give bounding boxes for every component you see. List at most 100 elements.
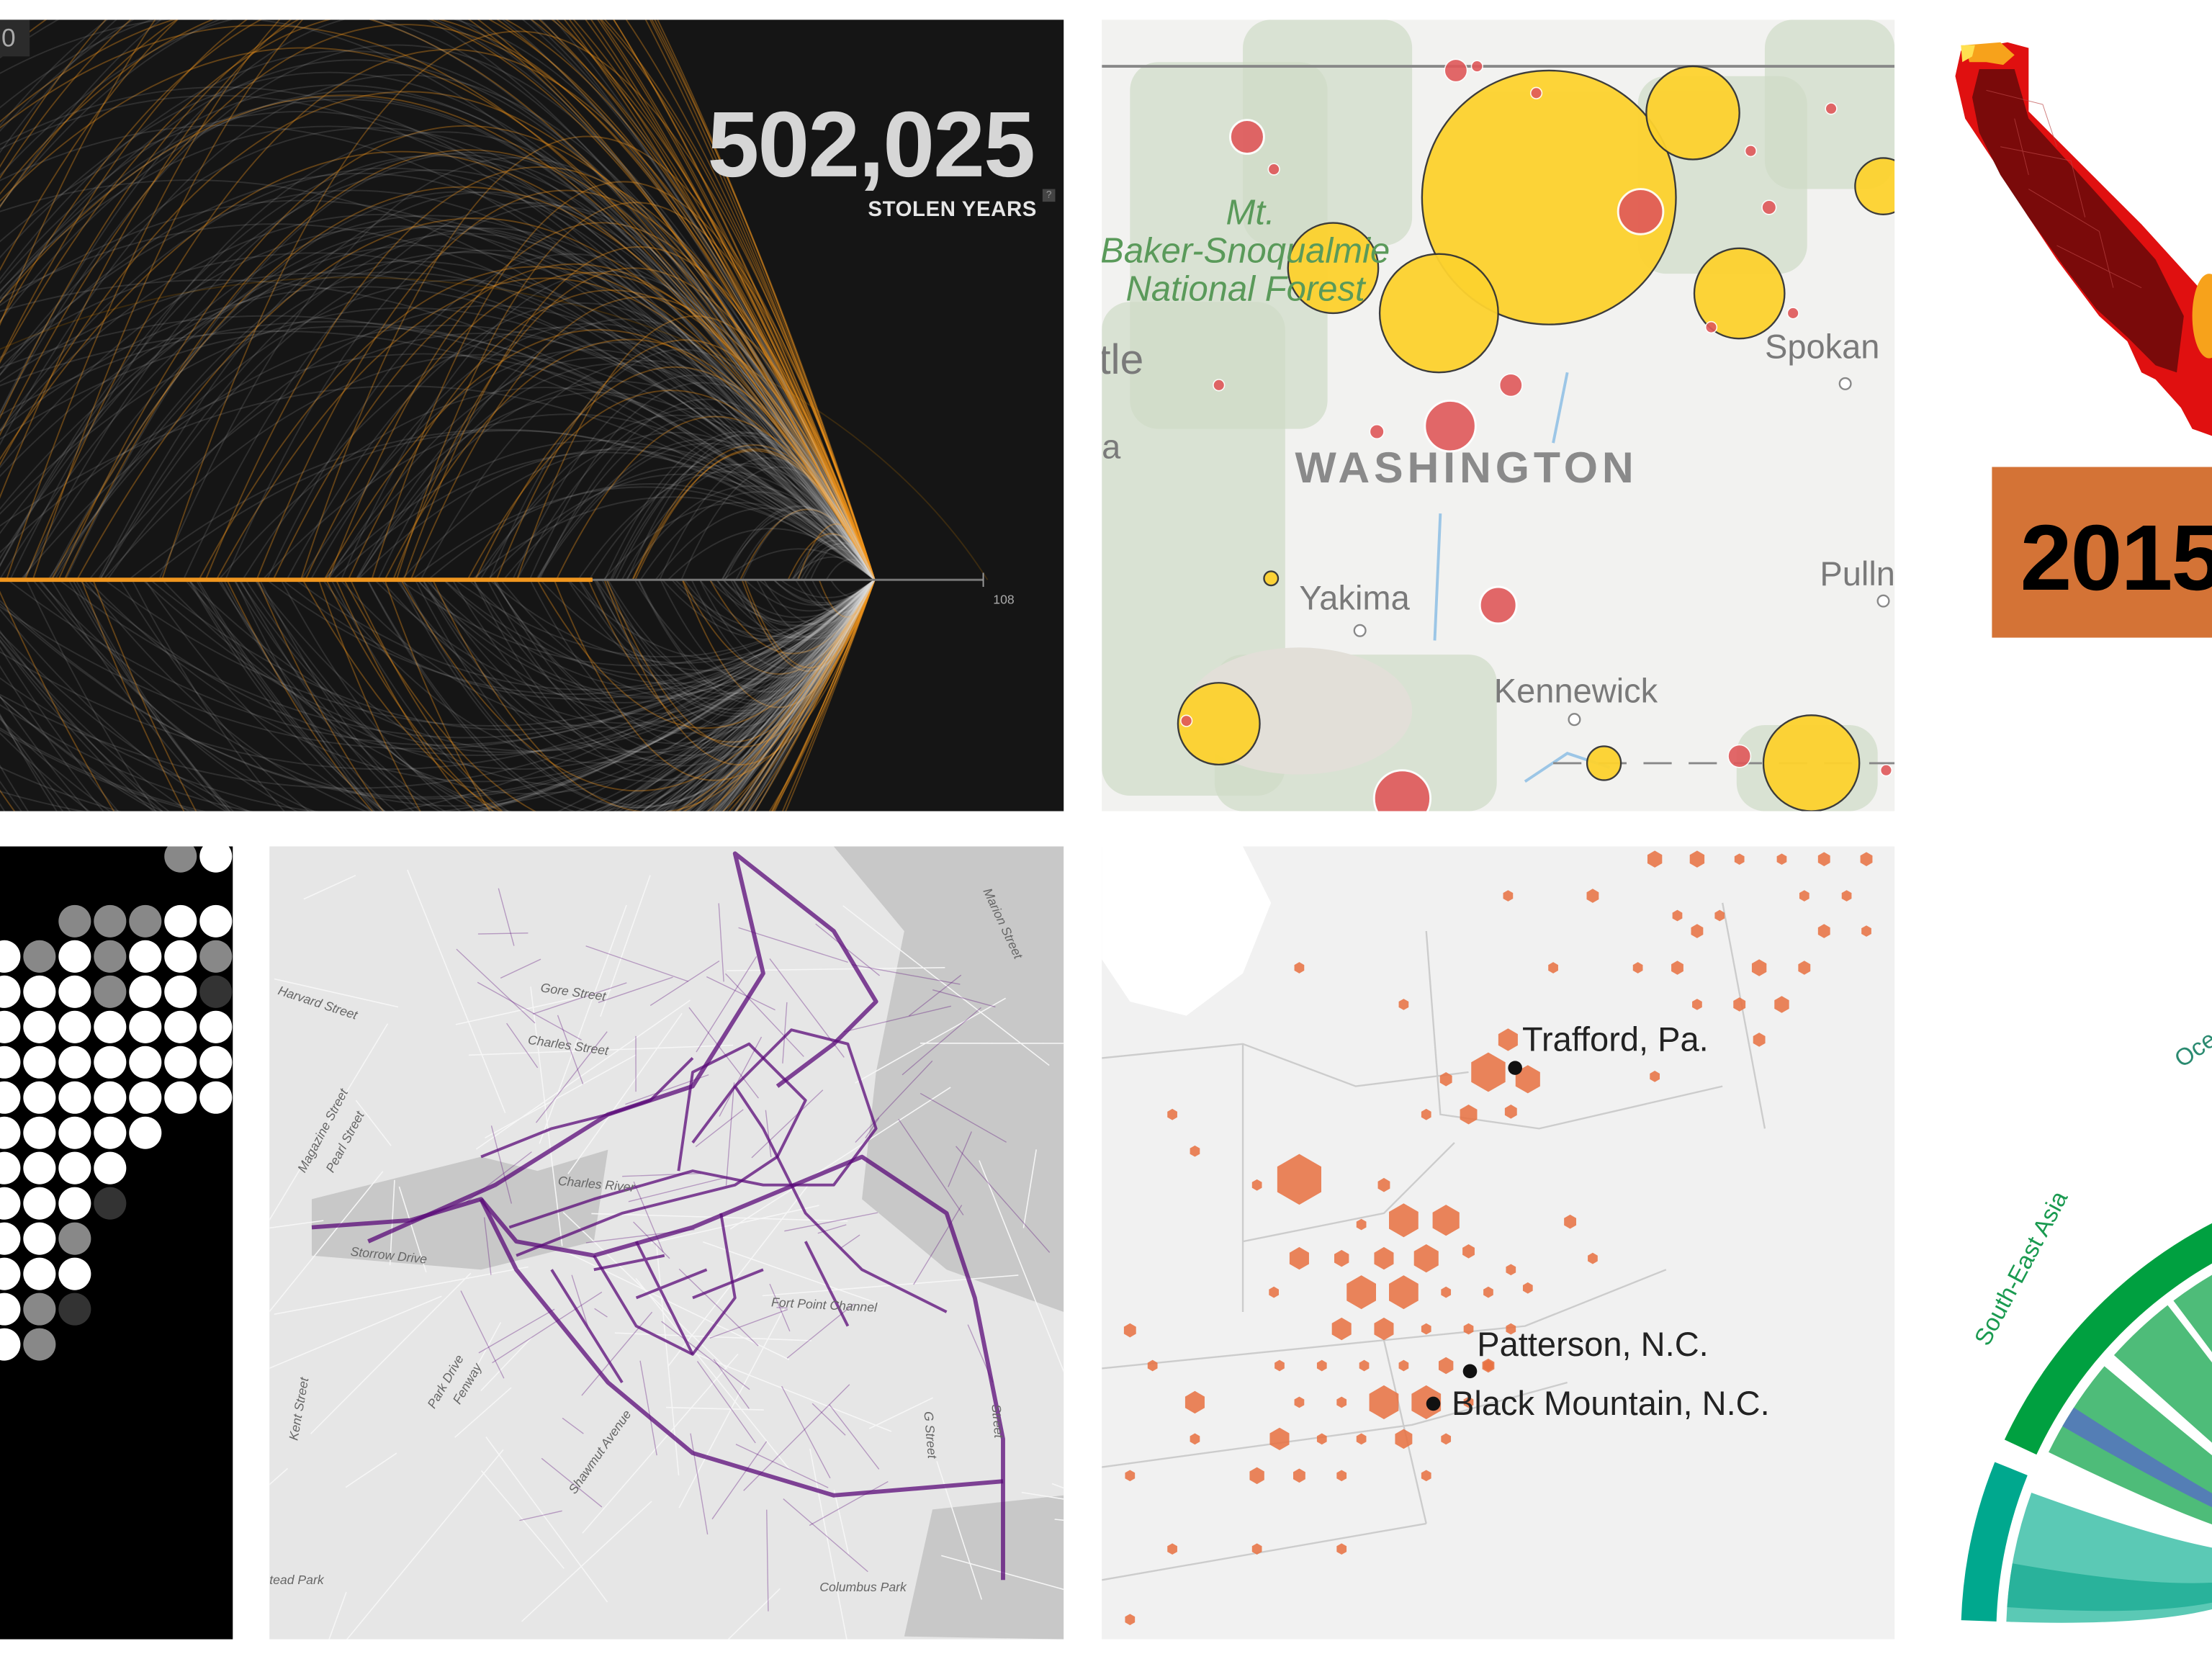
life-arc — [639, 491, 876, 580]
running-route-faint — [492, 1291, 603, 1364]
life-arc — [310, 323, 876, 580]
running-route-faint — [932, 989, 996, 1008]
grid-dot — [23, 1151, 56, 1184]
life-arc — [489, 579, 876, 664]
stolen-years-total: 502,025 — [707, 91, 1035, 197]
hexbin-cell — [1506, 1323, 1516, 1335]
life-arc — [50, 186, 876, 580]
hexbin-cell — [1421, 1323, 1431, 1335]
life-arc — [0, 19, 876, 580]
grid-dot — [94, 1010, 127, 1043]
life-arc — [131, 579, 876, 811]
life-arc — [300, 349, 876, 580]
life-arc — [724, 505, 876, 580]
street-line — [398, 1186, 427, 1273]
life-arc — [0, 50, 876, 580]
hexbin-cell — [1398, 1359, 1409, 1372]
life-arc — [0, 19, 876, 580]
hexbin-cell — [1269, 1427, 1290, 1451]
life-arc — [254, 579, 876, 811]
running-route-faint — [633, 1221, 670, 1259]
running-route-faint — [477, 932, 529, 935]
life-arc — [0, 579, 876, 811]
life-arc — [255, 579, 876, 786]
life-arc — [187, 579, 876, 752]
life-arc — [662, 579, 876, 811]
running-route-faint — [840, 1234, 860, 1249]
fire-bubble-small — [1704, 320, 1718, 334]
life-arc — [0, 24, 876, 580]
hexbin-cell — [1334, 1249, 1349, 1267]
fire-bubble-small — [1761, 199, 1777, 215]
grid-dot — [23, 1222, 56, 1255]
life-arc — [468, 579, 876, 685]
hexbin-map: Trafford, Pa. Patterson, N.C. Black Moun… — [1102, 846, 1895, 1640]
life-arc — [642, 579, 876, 811]
life-arc — [625, 485, 876, 580]
life-arc — [0, 331, 876, 580]
life-arc — [0, 19, 876, 580]
fire-bubble-large — [1854, 157, 1895, 215]
california-drought-map: 2015 — [1930, 19, 2212, 811]
street-line — [269, 1023, 389, 1221]
help-icon[interactable]: ? — [1042, 189, 1056, 202]
life-arc — [414, 579, 876, 807]
life-arc — [644, 19, 876, 580]
life-arc — [47, 279, 876, 580]
life-arc — [0, 169, 876, 580]
life-arc — [323, 439, 876, 580]
running-route-faint — [678, 1268, 759, 1346]
grid-dot — [0, 1222, 21, 1255]
hexbin-cell — [1123, 1323, 1136, 1338]
city-label: Pulln — [1820, 555, 1895, 594]
life-arc — [649, 19, 876, 580]
life-arc — [593, 579, 876, 717]
life-arc — [0, 225, 876, 580]
chord-ribbon — [2062, 1407, 2212, 1508]
life-arc — [601, 579, 876, 714]
life-arc — [395, 202, 876, 580]
dot-grid-canvas — [0, 846, 233, 1361]
life-arc — [787, 533, 876, 580]
life-arc — [741, 508, 876, 580]
life-arc — [657, 579, 876, 811]
hexbin-cell — [1289, 1246, 1309, 1270]
running-route-faint — [719, 1036, 763, 1117]
fire-bubble-small — [1478, 585, 1518, 625]
life-arc — [597, 19, 876, 580]
hexbin-cell — [1251, 1179, 1262, 1191]
life-arc — [638, 579, 876, 701]
life-arc — [0, 19, 876, 580]
hexbin-cell — [1734, 853, 1745, 865]
fire-bubble-small — [1879, 764, 1893, 777]
life-arc — [613, 19, 876, 580]
running-route-faint — [571, 1274, 588, 1326]
hexbin-cell — [1483, 1359, 1493, 1372]
street-line — [345, 1452, 397, 1488]
year-badge: 2015 — [1992, 467, 2212, 638]
life-arc — [716, 579, 876, 627]
grid-dot — [0, 1081, 21, 1114]
grid-dot — [164, 904, 197, 938]
life-arc — [516, 315, 876, 580]
life-arc — [745, 579, 876, 612]
street-line — [269, 1295, 442, 1369]
life-arc — [0, 579, 876, 811]
life-arc — [222, 579, 876, 811]
grid-dot — [58, 975, 91, 1008]
life-arc — [472, 579, 876, 781]
location-label: Patterson, N.C. — [1477, 1326, 1709, 1364]
life-arc — [300, 135, 876, 580]
running-route-faint — [622, 1172, 701, 1177]
life-arc — [486, 579, 876, 767]
street-line — [475, 999, 691, 1150]
life-arc — [97, 192, 876, 580]
life-arc — [495, 579, 876, 756]
life-arc — [739, 508, 876, 580]
running-route-faint — [535, 1031, 608, 1123]
life-arc — [791, 556, 876, 580]
life-arc — [245, 579, 876, 811]
running-route-faint — [585, 945, 689, 982]
life-arc — [804, 546, 876, 580]
life-arc — [555, 415, 876, 580]
